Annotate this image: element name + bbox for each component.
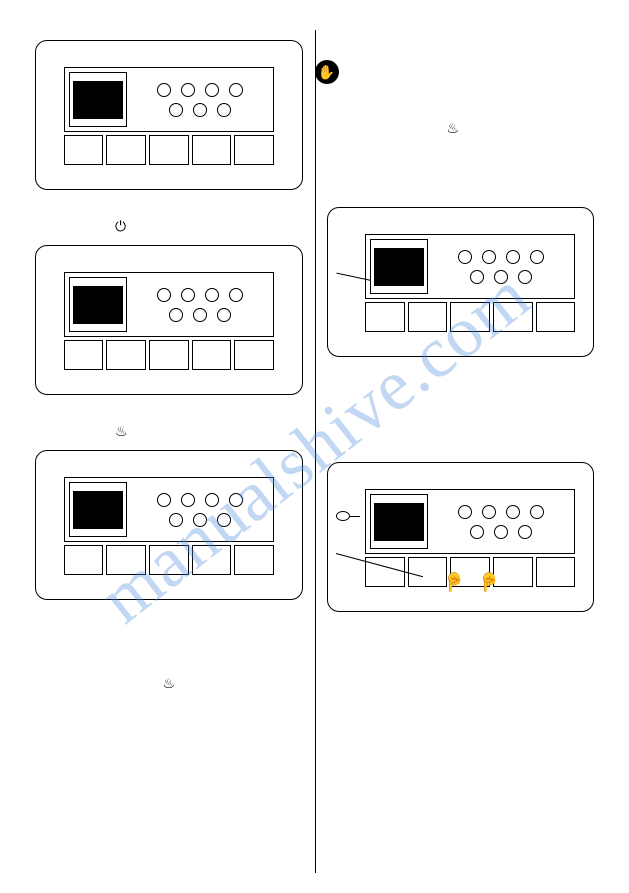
panel-button — [192, 545, 232, 575]
panel-button — [234, 135, 274, 165]
panel-button — [450, 302, 490, 332]
panel-button — [408, 557, 448, 587]
panel-button — [408, 302, 448, 332]
panel-button — [106, 135, 146, 165]
knob-area — [131, 277, 269, 332]
knob-area — [432, 239, 570, 294]
panel-button — [192, 340, 232, 370]
device-display — [69, 482, 127, 537]
button-row — [64, 135, 274, 165]
device-display — [370, 239, 428, 294]
knob-area — [131, 72, 269, 127]
panel-button — [192, 135, 232, 165]
appliance-device — [64, 67, 274, 132]
control-panel-figure: ☝ ☝ — [327, 462, 595, 612]
panel-button — [64, 545, 104, 575]
panel-button — [64, 340, 104, 370]
knob-area — [432, 494, 570, 549]
hand-pointer-icon: ☝ — [443, 571, 465, 592]
panel-button — [106, 545, 146, 575]
flame-icon: ♨ — [447, 120, 460, 137]
control-panel-figure — [35, 245, 303, 395]
button-row — [64, 340, 274, 370]
panel-button — [64, 135, 104, 165]
knob-area — [131, 482, 269, 537]
appliance-device — [365, 489, 575, 554]
hand-warning-icon: ✋ — [315, 60, 339, 84]
button-row — [64, 545, 274, 575]
appliance-device — [64, 477, 274, 542]
button-row — [365, 557, 575, 587]
control-panel-figure — [327, 207, 595, 357]
button-row — [365, 302, 575, 332]
pointer-stub — [350, 516, 360, 517]
hand-pointer-icon: ☝ — [478, 571, 500, 592]
control-panel-figure — [35, 40, 303, 190]
panel-button — [149, 340, 189, 370]
bulb-icon — [336, 511, 350, 521]
right-column: ✋ ♨ — [315, 30, 595, 873]
panel-button — [536, 302, 576, 332]
panel-button — [234, 340, 274, 370]
device-display — [370, 494, 428, 549]
panel-button — [536, 557, 576, 587]
device-display — [69, 277, 127, 332]
appliance-device — [64, 272, 274, 337]
power-icon: ⏻ — [115, 218, 126, 235]
manual-page: ⏻ — [0, 0, 629, 893]
appliance-device — [365, 234, 575, 299]
heat-icon: ♨ — [115, 423, 128, 440]
left-column: ⏻ — [35, 30, 315, 873]
flame-small-icon: ♨ — [35, 675, 303, 693]
panel-button — [234, 545, 274, 575]
panel-button — [365, 302, 405, 332]
panel-button — [149, 135, 189, 165]
panel-button — [149, 545, 189, 575]
panel-button — [106, 340, 146, 370]
device-display — [69, 72, 127, 127]
panel-button — [493, 302, 533, 332]
control-panel-figure — [35, 450, 303, 600]
